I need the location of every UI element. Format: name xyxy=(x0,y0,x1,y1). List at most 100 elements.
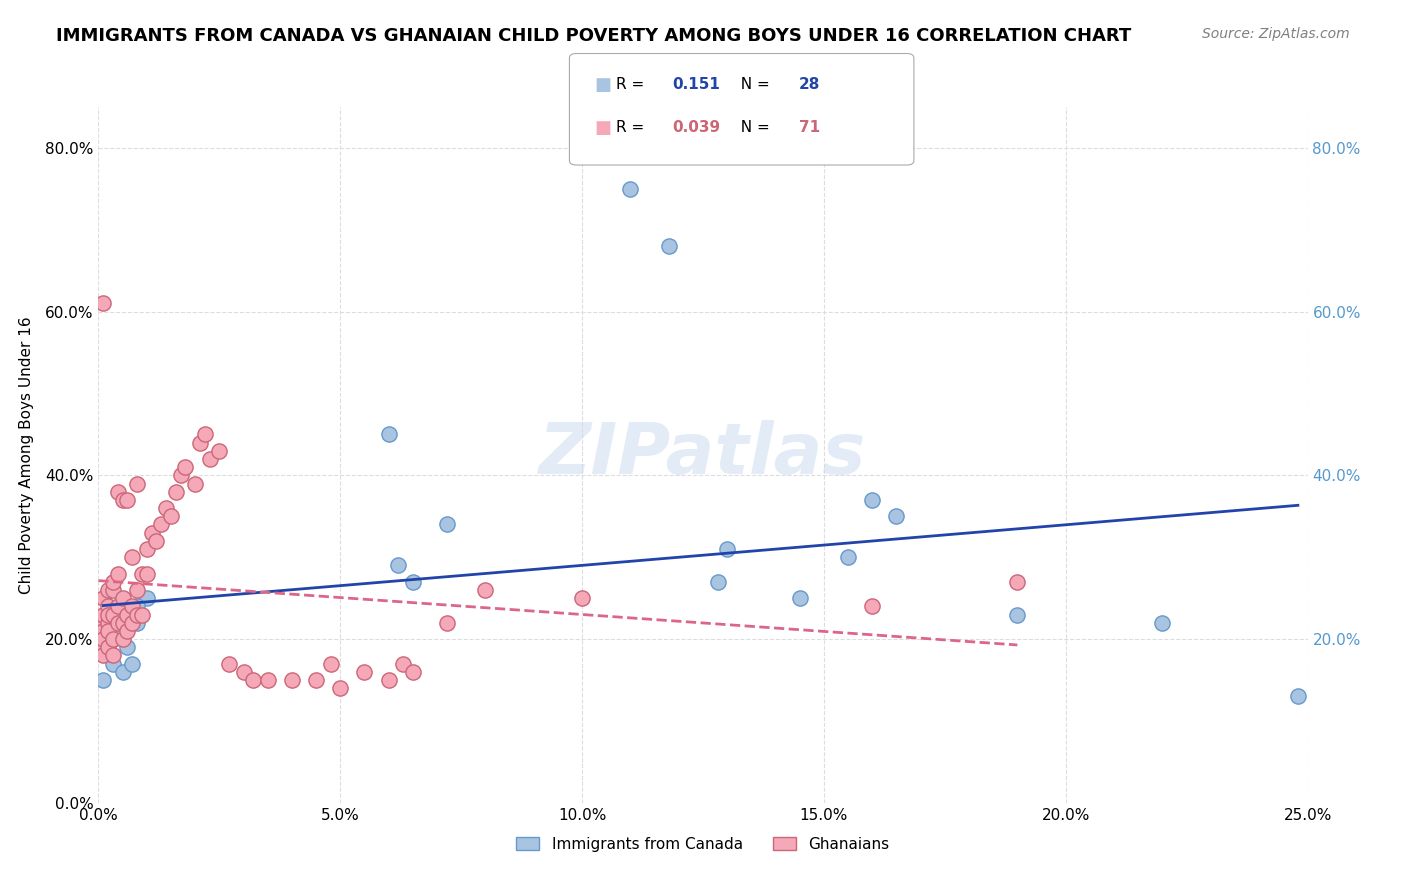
Ghanaians xyxy=(127,582,149,597)
Immigrants from Canada xyxy=(1152,615,1174,630)
Ghanaians xyxy=(107,566,129,581)
Immigrants from Canada xyxy=(1007,607,1029,622)
Ghanaians xyxy=(232,665,254,679)
Ghanaians xyxy=(188,435,211,450)
Ghanaians xyxy=(117,492,139,507)
Ghanaians xyxy=(121,550,143,565)
Ghanaians xyxy=(135,566,157,581)
Ghanaians xyxy=(121,615,143,630)
Y-axis label: Child Poverty Among Boys Under 16: Child Poverty Among Boys Under 16 xyxy=(18,316,34,594)
Ghanaians xyxy=(91,296,114,310)
Ghanaians xyxy=(107,484,129,499)
Ghanaians xyxy=(860,599,883,614)
Ghanaians xyxy=(392,657,415,671)
Ghanaians xyxy=(91,607,114,622)
Text: Source: ZipAtlas.com: Source: ZipAtlas.com xyxy=(1202,27,1350,41)
Ghanaians xyxy=(165,484,187,499)
Ghanaians xyxy=(101,607,124,622)
Ghanaians xyxy=(127,607,149,622)
Ghanaians xyxy=(474,582,496,597)
Ghanaians xyxy=(111,615,134,630)
Ghanaians xyxy=(194,427,217,442)
Ghanaians xyxy=(150,517,173,532)
Ghanaians xyxy=(184,476,207,491)
Text: R =: R = xyxy=(616,120,650,135)
Ghanaians xyxy=(101,648,124,663)
Immigrants from Canada xyxy=(91,673,114,687)
Immigrants from Canada xyxy=(377,427,399,442)
Ghanaians xyxy=(256,673,278,687)
Legend: Immigrants from Canada, Ghanaians: Immigrants from Canada, Ghanaians xyxy=(510,830,896,858)
Immigrants from Canada xyxy=(619,182,641,196)
Immigrants from Canada xyxy=(101,624,124,638)
Ghanaians xyxy=(305,673,328,687)
Ghanaians xyxy=(117,624,139,638)
Ghanaians xyxy=(135,542,157,557)
Immigrants from Canada xyxy=(121,657,143,671)
Immigrants from Canada xyxy=(716,542,738,557)
Immigrants from Canada xyxy=(436,517,458,532)
Ghanaians xyxy=(198,452,221,467)
Ghanaians xyxy=(91,632,114,646)
Ghanaians xyxy=(97,582,120,597)
Ghanaians xyxy=(111,492,134,507)
Text: N =: N = xyxy=(731,78,775,92)
Ghanaians xyxy=(402,665,425,679)
Ghanaians xyxy=(87,615,110,630)
Ghanaians xyxy=(436,615,458,630)
Immigrants from Canada xyxy=(886,509,908,524)
Ghanaians xyxy=(145,533,167,548)
Ghanaians xyxy=(97,615,120,630)
Immigrants from Canada xyxy=(101,657,124,671)
Ghanaians xyxy=(174,460,197,475)
Immigrants from Canada xyxy=(101,632,124,646)
Ghanaians xyxy=(353,665,375,679)
Ghanaians xyxy=(1007,574,1029,589)
Immigrants from Canada xyxy=(837,550,859,565)
Text: 0.039: 0.039 xyxy=(672,120,720,135)
Ghanaians xyxy=(97,640,120,655)
Ghanaians xyxy=(91,624,114,638)
Immigrants from Canada xyxy=(402,574,425,589)
Ghanaians xyxy=(91,591,114,606)
Ghanaians xyxy=(329,681,352,696)
Ghanaians xyxy=(111,632,134,646)
Ghanaians xyxy=(160,509,183,524)
Ghanaians xyxy=(377,673,399,687)
Ghanaians xyxy=(141,525,163,540)
Immigrants from Canada xyxy=(97,632,120,646)
Ghanaians xyxy=(571,591,593,606)
Ghanaians xyxy=(281,673,304,687)
Ghanaians xyxy=(101,582,124,597)
Text: IMMIGRANTS FROM CANADA VS GHANAIAN CHILD POVERTY AMONG BOYS UNDER 16 CORRELATION: IMMIGRANTS FROM CANADA VS GHANAIAN CHILD… xyxy=(56,27,1132,45)
Immigrants from Canada xyxy=(706,574,728,589)
Immigrants from Canada xyxy=(387,558,409,573)
Ghanaians xyxy=(107,615,129,630)
Text: 28: 28 xyxy=(799,78,820,92)
Immigrants from Canada xyxy=(135,591,157,606)
Ghanaians xyxy=(127,476,149,491)
Ghanaians xyxy=(101,574,124,589)
Immigrants from Canada xyxy=(1286,690,1309,704)
Immigrants from Canada xyxy=(117,640,139,655)
Text: N =: N = xyxy=(731,120,775,135)
Text: R =: R = xyxy=(616,78,650,92)
Ghanaians xyxy=(169,468,191,483)
Ghanaians xyxy=(97,607,120,622)
Ghanaians xyxy=(87,632,110,646)
Immigrants from Canada xyxy=(860,492,883,507)
Ghanaians xyxy=(121,599,143,614)
Text: ■: ■ xyxy=(595,119,612,136)
Ghanaians xyxy=(97,624,120,638)
Ghanaians xyxy=(111,591,134,606)
Ghanaians xyxy=(319,657,342,671)
Ghanaians xyxy=(117,607,139,622)
Ghanaians xyxy=(91,648,114,663)
Ghanaians xyxy=(101,632,124,646)
Immigrants from Canada xyxy=(111,665,134,679)
Immigrants from Canada xyxy=(127,615,149,630)
Ghanaians xyxy=(155,501,177,516)
Ghanaians xyxy=(208,443,231,458)
Text: 71: 71 xyxy=(799,120,820,135)
Text: 0.151: 0.151 xyxy=(672,78,720,92)
